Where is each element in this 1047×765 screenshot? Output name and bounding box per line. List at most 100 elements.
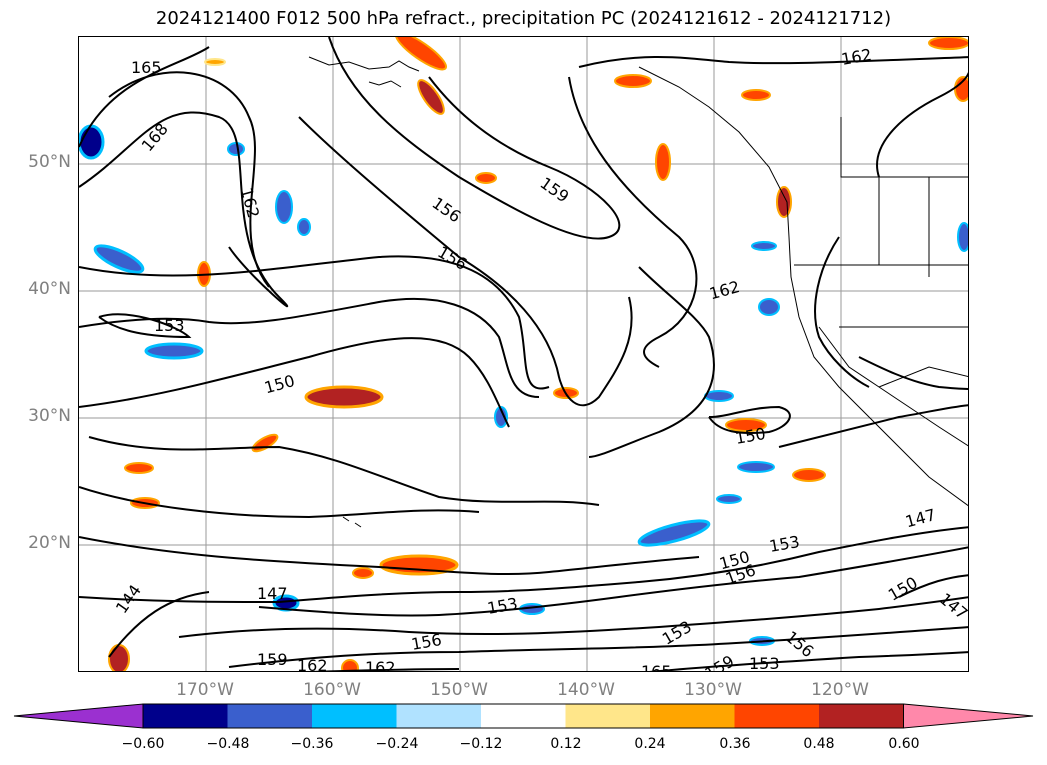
contour-label: 153	[486, 594, 519, 618]
contour-label: 153	[154, 316, 185, 335]
coastline-north-america	[638, 66, 968, 507]
contour-line	[79, 298, 540, 398]
map-title: 2024121400 F012 500 hPa refract., precip…	[155, 8, 892, 29]
lon-label: 120°W	[811, 680, 869, 700]
precip-patch	[108, 644, 130, 671]
contour-label: 156	[429, 193, 465, 226]
contour-label: 150	[734, 424, 767, 448]
contour-label: 162	[707, 277, 741, 303]
precip-patches	[108, 37, 968, 671]
precip-patch	[341, 659, 359, 671]
contour-line	[108, 591, 210, 658]
contour-label: 159	[537, 173, 573, 206]
contour-line	[79, 337, 510, 428]
precip-patch	[251, 433, 279, 453]
contour-label: 162	[840, 45, 873, 69]
contour-line	[309, 668, 460, 671]
colorbar-segment	[481, 704, 566, 728]
map-panel: 165 168 162 156 159 156 162 153 150 150 …	[78, 36, 969, 672]
contour-label: 150	[885, 573, 921, 605]
contour-line	[298, 116, 633, 407]
contour-label: 159	[257, 650, 288, 669]
contour-label: 159	[702, 651, 738, 672]
colorbar-tick-label: 0.36	[719, 736, 751, 752]
precip-patch	[379, 554, 459, 576]
colorbar-segment	[143, 704, 228, 728]
colorbar-tick-label: −0.24	[375, 736, 419, 752]
precip-patch	[751, 241, 777, 251]
contour-line	[88, 436, 600, 506]
contour-label: 162	[297, 656, 328, 672]
contour-line	[578, 56, 968, 68]
colorbar-segment	[227, 704, 312, 728]
colorbar-extend-high	[903, 703, 1034, 729]
contour-line	[98, 313, 192, 339]
contour-line	[708, 405, 791, 435]
contour-line	[79, 536, 700, 576]
contour-line	[858, 356, 968, 390]
map-canvas: 165 168 162 156 159 156 162 153 150 150 …	[79, 37, 969, 672]
coastline-baja	[818, 326, 968, 447]
contour-line	[778, 404, 968, 448]
colorbar-tick-label: 0.60	[888, 736, 920, 752]
contour-label: 153	[749, 654, 780, 672]
precip-patch	[144, 342, 204, 360]
precip-patch	[957, 222, 968, 252]
negative-precip-patches	[79, 124, 968, 646]
coastline-aleutians	[308, 56, 420, 72]
colorbar-segment	[312, 704, 397, 728]
colorbar-segment	[734, 704, 819, 728]
precip-patch	[395, 37, 447, 71]
precip-patch	[741, 89, 771, 101]
colorbar-segment	[396, 704, 481, 728]
contour-label: 168	[138, 119, 172, 155]
contour-line	[814, 236, 870, 388]
coastline-aleutians	[368, 80, 402, 88]
colorbar	[13, 703, 1034, 729]
lat-label: 50°N	[28, 152, 71, 172]
refractivity-contours	[79, 37, 968, 671]
contour-label: 147	[903, 505, 937, 531]
contour-label: 153	[659, 617, 695, 649]
contour-label: 150	[262, 371, 296, 397]
contour-label: 162	[365, 658, 396, 672]
colorbar-tick-label: −0.12	[459, 736, 503, 752]
precip-patch	[204, 58, 226, 66]
precip-patch	[737, 461, 775, 473]
contour-label: 156	[434, 242, 470, 274]
colorbar-segment	[650, 704, 735, 728]
colorbar-segment	[565, 704, 650, 728]
precip-patch	[928, 37, 968, 50]
border-us-mexico	[878, 366, 968, 388]
precip-patch	[417, 79, 445, 115]
precip-patch	[124, 462, 154, 474]
precip-patch	[758, 298, 780, 316]
precip-patch	[304, 385, 384, 409]
contour-line	[258, 546, 968, 617]
contour-line	[178, 596, 968, 638]
lon-label: 160°W	[303, 680, 361, 700]
lat-label: 30°N	[28, 406, 71, 426]
contour-line	[876, 71, 968, 178]
border-canada-us	[840, 117, 968, 178]
colorbar-extend-low	[13, 703, 144, 729]
precip-patch	[637, 519, 711, 547]
precip-patch	[704, 390, 734, 402]
contour-label: 144	[112, 581, 145, 617]
precip-patch	[776, 186, 792, 218]
contour-line	[79, 111, 288, 308]
contour-line	[898, 574, 968, 598]
contour-line	[79, 486, 480, 519]
precip-patch	[655, 143, 671, 181]
contour-line	[228, 626, 968, 668]
colorbar-tick-label: −0.48	[206, 736, 250, 752]
contour-label: 147	[936, 589, 969, 623]
precip-patch	[494, 406, 508, 428]
colorbar-tick-label: 0.24	[634, 736, 666, 752]
contour-label: 147	[257, 584, 288, 603]
lon-label: 130°W	[684, 680, 742, 700]
precip-patch	[352, 567, 374, 579]
precip-patch	[725, 418, 767, 432]
lon-label: 170°W	[176, 680, 234, 700]
contour-label: 153	[768, 532, 801, 556]
